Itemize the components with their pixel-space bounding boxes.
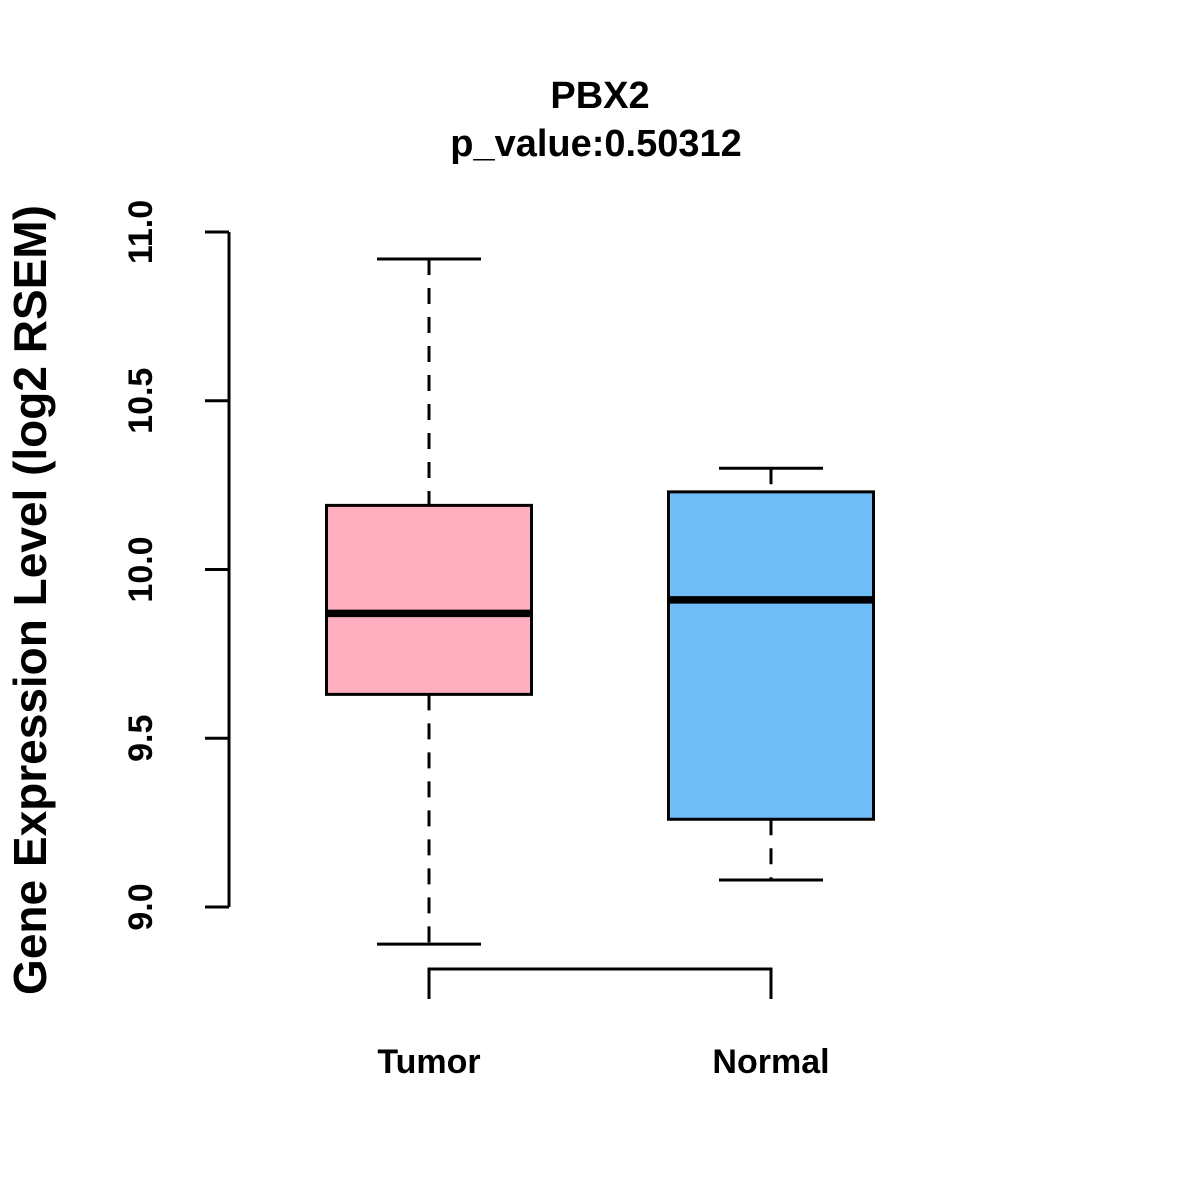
y-axis-label: Gene Expression Level (log2 RSEM) xyxy=(4,205,56,995)
tumor-group-label: Tumor xyxy=(377,1043,480,1081)
normal-iqr-box xyxy=(667,490,875,821)
tumor-iqr-box xyxy=(325,503,533,696)
y-tick-label: 10.0 xyxy=(122,536,160,602)
y-tick-label: 9.0 xyxy=(122,883,160,930)
plot-area: 9.0 9.5 10.0 10.5 11.0 Tumor Normal xyxy=(122,200,875,1081)
chart-title: PBX2 xyxy=(550,75,649,117)
normal-group-label: Normal xyxy=(712,1043,829,1081)
y-tick-label: 10.5 xyxy=(122,368,160,434)
p-value-subtitle: p_value:0.50312 xyxy=(450,123,742,165)
y-tick-label: 11.0 xyxy=(122,200,160,264)
y-tick-label: 9.5 xyxy=(122,715,160,762)
comparison-bracket xyxy=(427,967,773,999)
